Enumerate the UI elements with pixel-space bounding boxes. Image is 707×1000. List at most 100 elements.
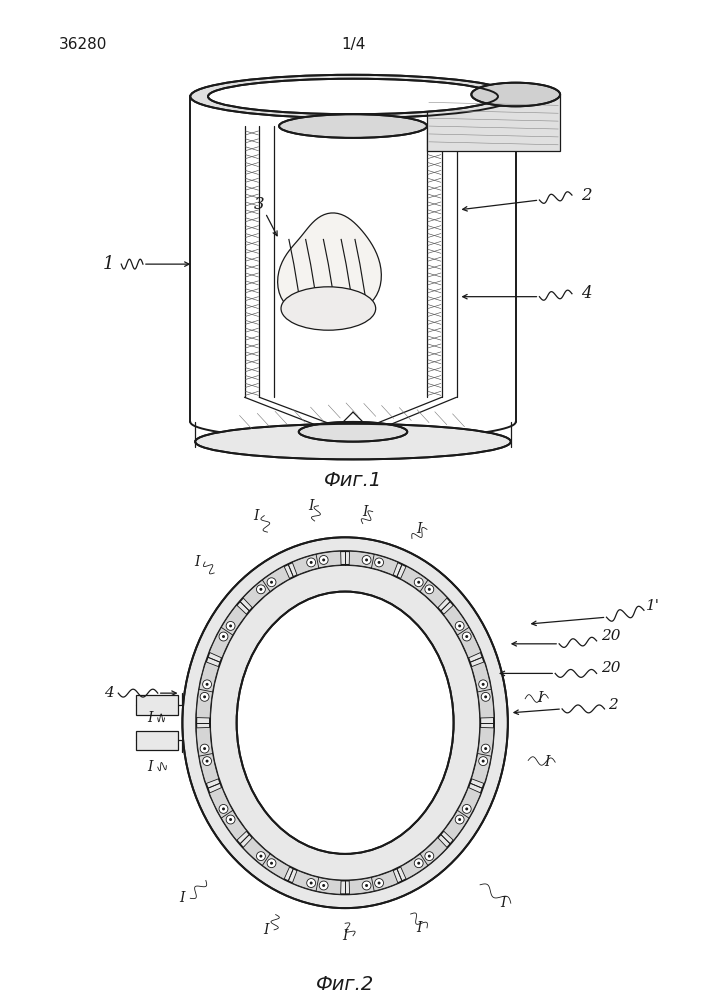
Circle shape xyxy=(257,852,265,861)
Circle shape xyxy=(458,624,461,627)
Circle shape xyxy=(428,855,431,858)
Circle shape xyxy=(219,632,228,641)
Circle shape xyxy=(425,852,434,861)
Circle shape xyxy=(484,695,487,698)
Polygon shape xyxy=(443,605,481,658)
Text: Фиг.1: Фиг.1 xyxy=(324,471,382,490)
Polygon shape xyxy=(401,566,448,608)
Circle shape xyxy=(267,859,276,868)
Circle shape xyxy=(365,884,368,887)
Text: 36280: 36280 xyxy=(59,37,107,52)
Circle shape xyxy=(362,881,371,890)
Circle shape xyxy=(458,818,461,821)
Circle shape xyxy=(222,635,225,638)
Circle shape xyxy=(222,807,225,810)
Text: 3: 3 xyxy=(254,196,264,213)
Circle shape xyxy=(203,757,211,766)
Text: 1': 1' xyxy=(646,599,660,613)
Text: I: I xyxy=(308,499,313,513)
Text: I: I xyxy=(416,921,422,935)
Circle shape xyxy=(200,692,209,701)
Circle shape xyxy=(465,635,468,638)
Text: 2: 2 xyxy=(609,698,618,712)
Ellipse shape xyxy=(182,537,508,908)
Circle shape xyxy=(414,859,423,868)
Polygon shape xyxy=(209,605,247,658)
Circle shape xyxy=(479,757,488,766)
Circle shape xyxy=(259,855,262,858)
Text: 1: 1 xyxy=(103,255,114,273)
Circle shape xyxy=(270,581,273,584)
Polygon shape xyxy=(349,870,398,894)
Circle shape xyxy=(270,862,273,865)
Circle shape xyxy=(320,556,328,564)
Circle shape xyxy=(375,879,383,887)
Polygon shape xyxy=(401,838,448,879)
Text: I: I xyxy=(537,691,543,705)
Text: I: I xyxy=(416,522,422,536)
Text: I: I xyxy=(180,891,185,905)
Text: 1/4: 1/4 xyxy=(341,37,366,52)
Text: I: I xyxy=(147,760,153,774)
Circle shape xyxy=(484,747,487,750)
Polygon shape xyxy=(136,731,178,750)
Circle shape xyxy=(481,744,490,753)
Circle shape xyxy=(428,588,431,591)
Circle shape xyxy=(417,581,420,584)
Text: I: I xyxy=(342,929,348,943)
Circle shape xyxy=(259,588,262,591)
Polygon shape xyxy=(197,662,218,718)
Circle shape xyxy=(414,578,423,587)
Ellipse shape xyxy=(208,79,498,114)
Circle shape xyxy=(378,561,380,564)
Text: Фиг.2: Фиг.2 xyxy=(316,975,374,994)
Polygon shape xyxy=(292,870,341,894)
Circle shape xyxy=(206,683,209,686)
Text: I: I xyxy=(254,509,259,523)
Text: 4: 4 xyxy=(103,686,113,700)
Ellipse shape xyxy=(279,114,427,138)
Ellipse shape xyxy=(237,592,454,854)
Text: I: I xyxy=(500,896,506,910)
Ellipse shape xyxy=(299,422,407,442)
Text: 20: 20 xyxy=(602,661,621,675)
Circle shape xyxy=(219,804,228,813)
Circle shape xyxy=(307,879,315,887)
Circle shape xyxy=(307,558,315,567)
Circle shape xyxy=(203,680,211,689)
Circle shape xyxy=(462,804,471,813)
Polygon shape xyxy=(292,551,341,575)
Circle shape xyxy=(481,683,484,686)
Polygon shape xyxy=(472,727,494,784)
Text: 2: 2 xyxy=(581,187,592,204)
Circle shape xyxy=(229,818,232,821)
Circle shape xyxy=(310,882,312,884)
Text: I: I xyxy=(194,555,200,569)
Circle shape xyxy=(226,815,235,824)
Circle shape xyxy=(465,807,468,810)
Polygon shape xyxy=(278,213,381,312)
Polygon shape xyxy=(136,695,178,715)
Circle shape xyxy=(417,862,420,865)
Circle shape xyxy=(229,624,232,627)
Circle shape xyxy=(206,760,209,763)
Ellipse shape xyxy=(190,75,515,118)
Circle shape xyxy=(320,881,328,890)
Polygon shape xyxy=(243,566,290,608)
Circle shape xyxy=(226,621,235,630)
Text: I: I xyxy=(147,711,153,725)
Circle shape xyxy=(375,558,383,567)
Polygon shape xyxy=(443,787,481,840)
Circle shape xyxy=(203,747,206,750)
Text: I: I xyxy=(544,755,550,769)
Text: 20: 20 xyxy=(602,629,621,643)
Circle shape xyxy=(362,556,371,564)
Circle shape xyxy=(425,585,434,594)
Circle shape xyxy=(455,815,464,824)
Circle shape xyxy=(267,578,276,587)
Ellipse shape xyxy=(195,424,510,459)
Circle shape xyxy=(200,744,209,753)
Circle shape xyxy=(455,621,464,630)
Circle shape xyxy=(378,882,380,884)
Polygon shape xyxy=(209,787,247,840)
